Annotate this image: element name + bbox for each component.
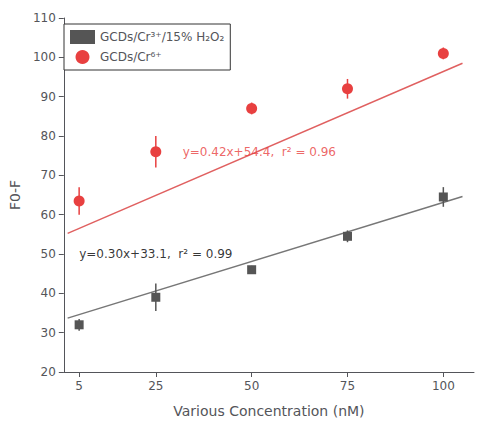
svg-text:Various Concentration (nM): Various Concentration (nM) (173, 403, 364, 419)
svg-text:100: 100 (432, 379, 455, 393)
svg-text:25: 25 (148, 379, 163, 393)
svg-text:20: 20 (41, 365, 56, 379)
svg-text:100: 100 (33, 50, 56, 64)
svg-text:70: 70 (41, 168, 56, 182)
svg-text:GCDs/Cr⁶⁺: GCDs/Cr⁶⁺ (100, 50, 162, 64)
svg-text:y=0.42x+54.4, r² = 0.96: y=0.42x+54.4, r² = 0.96 (183, 145, 336, 159)
svg-text:50: 50 (244, 379, 259, 393)
svg-text:90: 90 (41, 90, 56, 104)
svg-text:110: 110 (33, 11, 56, 25)
svg-text:60: 60 (41, 208, 56, 222)
svg-text:30: 30 (41, 326, 56, 340)
svg-text:y=0.30x+33.1, r² = 0.99: y=0.30x+33.1, r² = 0.99 (79, 247, 232, 261)
svg-text:80: 80 (41, 129, 56, 143)
svg-text:50: 50 (41, 247, 56, 261)
svg-text:F0-F: F0-F (7, 180, 23, 210)
svg-text:40: 40 (41, 286, 56, 300)
svg-text:75: 75 (340, 379, 355, 393)
svg-text:5: 5 (75, 379, 83, 393)
svg-text:GCDs/Cr³⁺/15% H₂O₂: GCDs/Cr³⁺/15% H₂O₂ (100, 30, 224, 44)
